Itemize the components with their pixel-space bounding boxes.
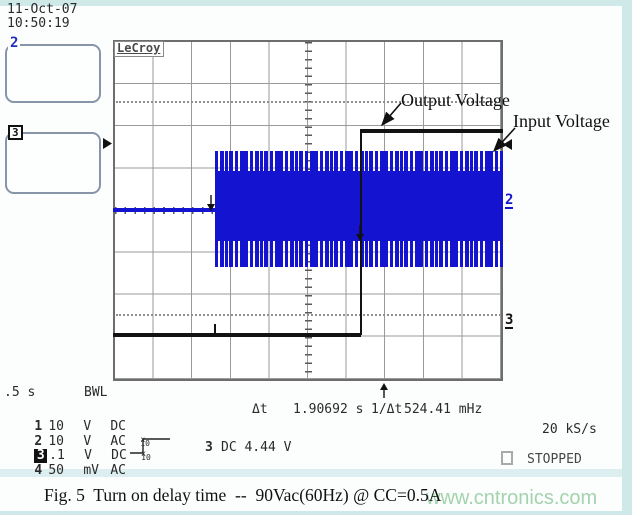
- trigger-channel-readout: 3: [205, 440, 213, 455]
- channel1-unit: V: [83, 419, 92, 434]
- channel3-number: 3: [34, 449, 48, 463]
- input-voltage-trace-flat: [113, 208, 215, 212]
- dotted-reference-line-upper: [116, 101, 501, 103]
- channel3-unit: V: [84, 448, 92, 463]
- frame-right-strip: [622, 0, 632, 515]
- channel4-scale: 50: [48, 463, 64, 478]
- bandwidth-limit-readout: BWL: [84, 385, 108, 400]
- output-voltage-glitch-spike: [214, 324, 216, 333]
- trace3-position-marker: 3: [505, 312, 514, 329]
- channel1-settings-row: 1 10 V DC: [3, 406, 140, 448]
- channel1-coupling: DC: [110, 419, 126, 434]
- channel4-coupling: AC: [110, 463, 126, 478]
- trace2-position-marker: 2: [505, 192, 514, 209]
- input-voltage-band-top-teeth: [215, 151, 503, 172]
- channel3-box-label: 3: [8, 125, 23, 140]
- frame-bottom-strip: [0, 511, 632, 515]
- sample-rate-readout: 20 kS/s: [542, 422, 597, 437]
- channel3-param-box: [5, 132, 101, 194]
- channel2-number: 2: [34, 434, 43, 449]
- channel4-settings-row: 4 50 mV AC: [3, 450, 140, 492]
- channel2-unit: V: [83, 434, 92, 449]
- output-voltage-trace-high: [360, 129, 503, 133]
- inverse-delta-t-label: 1/Δt: [371, 402, 403, 417]
- dotted-reference-line-lower: [116, 314, 501, 316]
- stop-square-icon: [501, 451, 513, 465]
- input-voltage-band-bottom-teeth: [215, 240, 503, 267]
- frame-mid-strip: [0, 469, 622, 477]
- trigger-level-readout: DC 4.44 V: [221, 440, 292, 455]
- output-voltage-annotation: Output Voltage: [401, 90, 510, 110]
- figure-caption: Fig. 5 Turn on delay time -- 90Vac(60Hz)…: [44, 485, 442, 505]
- channel1-scale: 10: [48, 419, 64, 434]
- watermark: www.cntronics.com: [426, 487, 598, 509]
- input-voltage-band-body: [215, 171, 503, 241]
- inverse-delta-t-value: 524.41 mHz: [404, 402, 483, 417]
- delta-t-value: 1.90692 s: [293, 402, 364, 417]
- channel2-scale: 10: [48, 434, 64, 449]
- scope-date: 11-Oct-07: [7, 2, 78, 17]
- trigger-level-left-pointer-icon: [103, 138, 112, 149]
- channel2-coupling: AC: [110, 434, 126, 449]
- channel3-coupling: DC: [111, 448, 127, 463]
- output-voltage-trace-low: [113, 333, 361, 337]
- channel4-unit: mV: [83, 463, 99, 478]
- channel3-attenuation: x 10: [141, 448, 151, 462]
- input-voltage-annotation: Input Voltage: [513, 111, 610, 131]
- delta-t-label: Δt: [252, 402, 268, 417]
- scope-time: 10:50:19: [7, 16, 70, 31]
- channel3-scale: .1: [49, 448, 65, 463]
- channel1-number: 1: [34, 419, 43, 434]
- channel2-param-box: [5, 44, 101, 103]
- timebase-readout: .5 s: [4, 385, 36, 400]
- frame-top-strip: [0, 0, 632, 6]
- lecroy-logo: LeCroy: [114, 41, 165, 57]
- channel4-number: 4: [34, 463, 43, 478]
- trigger-level-right-pointer-icon: [503, 139, 512, 150]
- acquisition-state: STOPPED: [527, 452, 582, 467]
- trigger-position-arrow-icon: [380, 383, 388, 398]
- channel2-box-label: 2: [8, 35, 21, 51]
- output-voltage-rising-edge: [360, 131, 362, 335]
